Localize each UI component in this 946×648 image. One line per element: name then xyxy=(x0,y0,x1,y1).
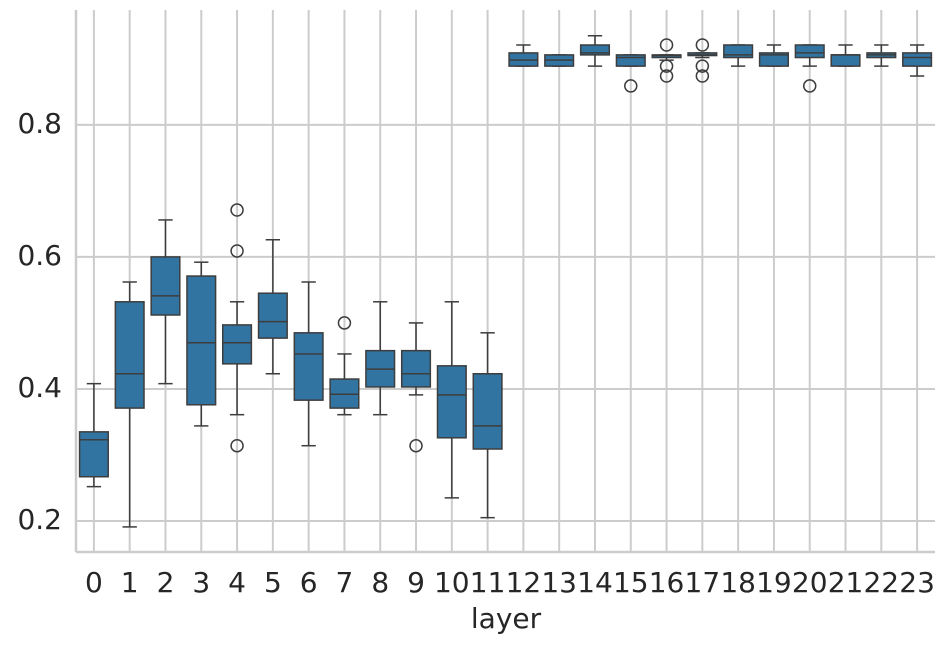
box xyxy=(902,52,933,67)
x-axis-label: layer xyxy=(471,602,542,635)
x-tick-label: 17 xyxy=(685,566,721,599)
box xyxy=(615,54,646,67)
outlier xyxy=(230,244,244,258)
x-tick-label: 1 xyxy=(121,566,139,599)
box xyxy=(221,324,253,365)
x-tick-label: 8 xyxy=(371,566,389,599)
box xyxy=(114,301,145,409)
x-tick-label: 3 xyxy=(192,566,210,599)
box xyxy=(723,44,754,59)
box xyxy=(78,431,109,478)
outlier xyxy=(695,38,710,52)
outlier xyxy=(230,438,244,453)
outlier xyxy=(659,69,674,83)
x-tick-label: 22 xyxy=(863,566,899,599)
y-tick-label: 0.4 xyxy=(17,371,62,404)
outlier xyxy=(659,38,674,52)
box xyxy=(293,332,324,401)
x-tick-label: 18 xyxy=(720,566,756,599)
x-tick-label: 19 xyxy=(756,566,792,599)
outlier xyxy=(337,316,352,330)
x-tick-label: 5 xyxy=(264,566,282,599)
outlier xyxy=(802,79,817,93)
x-tick-label: 21 xyxy=(828,566,864,599)
x-tick-label: 9 xyxy=(407,566,425,599)
y-tick-label: 0.6 xyxy=(17,239,62,272)
y-tick-label: 0.8 xyxy=(17,107,62,140)
x-tick-label: 10 xyxy=(434,566,470,599)
box xyxy=(150,256,181,316)
x-tick-label: 15 xyxy=(613,566,649,599)
box xyxy=(400,349,432,388)
y-tick-label: 0.2 xyxy=(17,503,62,536)
box xyxy=(472,373,503,450)
x-tick-label: 12 xyxy=(506,566,542,599)
x-tick-label: 0 xyxy=(85,566,103,599)
x-tick-label: 2 xyxy=(157,566,175,599)
x-tick-label: 7 xyxy=(336,566,354,599)
box xyxy=(186,275,217,406)
outlier xyxy=(624,79,638,93)
outlier xyxy=(695,59,710,73)
x-tick-label: 16 xyxy=(649,566,685,599)
outlier xyxy=(409,438,423,453)
x-tick-label: 11 xyxy=(470,566,506,599)
outlier xyxy=(695,69,710,83)
box xyxy=(758,52,790,67)
box xyxy=(579,44,611,56)
box xyxy=(830,54,861,67)
outlier xyxy=(230,203,244,217)
outlier xyxy=(659,59,674,73)
box xyxy=(794,44,825,59)
x-tick-label: 14 xyxy=(577,566,613,599)
x-tick-label: 20 xyxy=(792,566,828,599)
box xyxy=(436,365,467,439)
x-tick-label: 6 xyxy=(300,566,318,599)
x-tick-label: 4 xyxy=(228,566,246,599)
x-tick-label: 13 xyxy=(541,566,577,599)
box xyxy=(257,292,288,339)
x-tick-label: 23 xyxy=(899,566,935,599)
